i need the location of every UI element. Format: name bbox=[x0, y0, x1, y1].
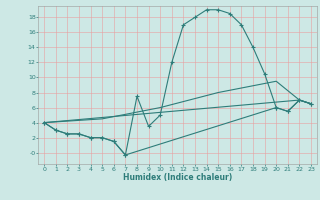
X-axis label: Humidex (Indice chaleur): Humidex (Indice chaleur) bbox=[123, 173, 232, 182]
